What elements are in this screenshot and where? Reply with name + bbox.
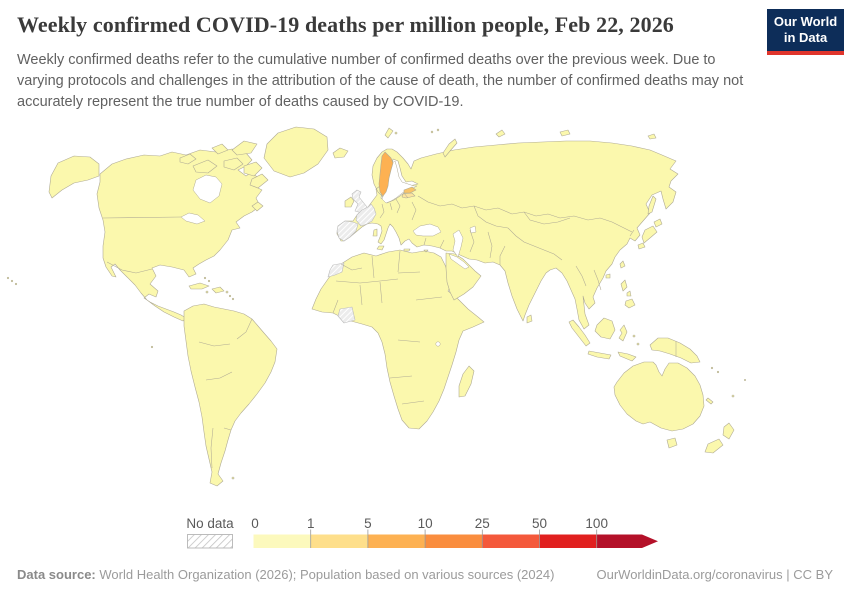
country-alaska[interactable] [48, 155, 100, 199]
country-sulawesi [618, 324, 628, 342]
country-estonia[interactable] [403, 186, 417, 194]
mediterranean-islands [372, 228, 429, 253]
arctic-islands [179, 140, 269, 212]
svg-text:1: 1 [307, 516, 315, 531]
no-data-label: No data [186, 516, 234, 531]
owid-logo[interactable]: Our World in Data [767, 9, 844, 55]
legend-bin-0-1[interactable] [253, 534, 311, 549]
country-cote-divoire[interactable] [337, 306, 356, 324]
country-tasmania[interactable] [666, 437, 678, 449]
galapagos [150, 345, 154, 349]
southeast-asia-islands[interactable] [568, 317, 701, 364]
legend-bin-5-10[interactable] [367, 534, 426, 549]
lake-victoria [435, 341, 441, 347]
pacific-islands [705, 366, 746, 405]
legend-bin-100-plus[interactable] [596, 534, 658, 549]
country-sakhalin [647, 195, 657, 215]
country-arabia[interactable] [445, 252, 482, 301]
country-france[interactable] [355, 203, 377, 227]
no-data-countries [327, 189, 377, 324]
map-legend: No data 0 1 5 10 25 50 100 [180, 510, 685, 556]
land-countries[interactable] [6, 126, 746, 487]
country-sumatra [568, 319, 591, 347]
country-north-america[interactable] [96, 148, 263, 322]
persian-gulf [448, 253, 470, 270]
svg-text:10: 10 [418, 516, 433, 531]
country-japan-kyushu [637, 242, 646, 250]
svg-text:100: 100 [585, 516, 608, 531]
country-philippines-mindanao [624, 298, 636, 309]
svg-text:5: 5 [364, 516, 372, 531]
data-source-text: World Health Organization (2026); Popula… [99, 567, 555, 582]
country-new-guinea [649, 337, 701, 364]
country-japan-honshu [641, 225, 658, 244]
hudson-bay [192, 174, 223, 204]
country-philippines-luzon [620, 279, 628, 292]
country-sri-lanka [526, 314, 533, 324]
hawaii-islands [6, 276, 18, 286]
owid-link[interactable]: OurWorldinData.org/coronavirus | CC BY [596, 567, 833, 582]
country-eurasia[interactable] [336, 140, 679, 330]
country-south-america[interactable] [183, 303, 278, 487]
svg-text:50: 50 [532, 516, 547, 531]
caspian-sea [452, 229, 464, 258]
country-borneo [594, 317, 616, 340]
legend-ticks [310, 529, 598, 548]
country-timor [617, 351, 637, 362]
chart-subtitle: Weekly confirmed deaths refer to the cum… [17, 52, 744, 110]
country-sweden[interactable] [378, 151, 394, 197]
owid-logo-line1: Our World [773, 14, 838, 29]
no-data-swatch[interactable] [187, 534, 233, 549]
legend-tick-labels: 0 1 5 10 25 50 100 [251, 516, 608, 531]
arctic-russia-islands [384, 127, 657, 158]
country-new-zealand-south[interactable] [704, 438, 724, 454]
legend-bins[interactable] [253, 534, 659, 549]
country-new-zealand-north[interactable] [722, 422, 735, 440]
country-ireland[interactable] [344, 196, 355, 208]
country-iceland[interactable] [332, 147, 349, 159]
country-western-sahara[interactable] [327, 262, 345, 278]
country-taiwan [619, 260, 626, 269]
falkland-islands [231, 476, 235, 480]
legend-bin-50-100[interactable] [539, 534, 597, 549]
country-spain[interactable] [336, 220, 359, 242]
country-greenland[interactable] [263, 126, 329, 178]
caribbean-islands [188, 276, 235, 301]
page-title: Weekly confirmed COVID-19 deaths per mil… [17, 12, 674, 37]
great-lakes [180, 212, 206, 225]
data-source-label: Data source: [17, 567, 96, 582]
country-hainan [605, 273, 611, 279]
legend-bin-10-25[interactable] [425, 534, 483, 549]
svg-text:25: 25 [475, 516, 490, 531]
country-java [587, 350, 612, 360]
country-madagascar[interactable] [458, 365, 475, 398]
world-map[interactable] [0, 108, 850, 512]
country-australia[interactable] [613, 361, 705, 432]
legend-bin-25-50[interactable] [482, 534, 540, 549]
owid-logo-line2: in Data [783, 30, 828, 46]
country-japan-hokkaido [653, 218, 663, 228]
east-asia-islands[interactable] [526, 195, 663, 324]
country-borders [102, 192, 677, 469]
data-source: Data source: World Health Organization (… [17, 567, 554, 582]
svg-text:0: 0 [251, 516, 259, 531]
black-sea [412, 223, 442, 237]
legend-bin-1-5[interactable] [310, 534, 368, 549]
footer: Data source: World Health Organization (… [17, 567, 833, 582]
